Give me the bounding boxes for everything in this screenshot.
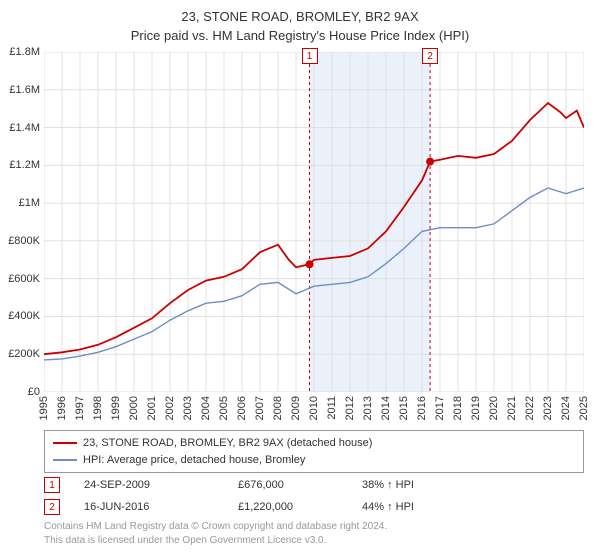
callout-marker: 2 xyxy=(44,499,60,515)
attribution-footer: Contains HM Land Registry data © Crown c… xyxy=(44,520,387,548)
chart-marker: 2 xyxy=(422,48,438,64)
callout-pct: 44% ↑ HPI xyxy=(362,501,462,513)
x-tick-label: 2007 xyxy=(254,396,266,420)
x-tick-label: 2022 xyxy=(524,396,536,420)
callout-price: £676,000 xyxy=(238,479,338,491)
y-tick-label: £1.8M xyxy=(9,46,40,58)
x-tick-label: 1995 xyxy=(38,396,50,420)
callout-marker: 1 xyxy=(44,477,60,493)
x-tick-label: 2008 xyxy=(272,396,284,420)
y-tick-label: £1.6M xyxy=(9,84,40,96)
y-tick-label: £200K xyxy=(8,348,40,360)
x-tick-label: 2002 xyxy=(164,396,176,420)
x-tick-label: 2003 xyxy=(182,396,194,420)
callout-table: 1 24-SEP-2009 £676,000 38% ↑ HPI 2 16-JUN-201… xyxy=(30,474,584,518)
footer-line-1: Contains HM Land Registry data © Crown c… xyxy=(44,520,387,534)
callout-date: 24-SEP-2009 xyxy=(84,479,214,491)
x-tick-label: 2020 xyxy=(488,396,500,420)
x-tick-label: 1998 xyxy=(92,396,104,420)
chart-title: 23, STONE ROAD, BROMLEY, BR2 9AX xyxy=(0,0,600,26)
chart-svg xyxy=(44,52,584,392)
x-tick-label: 2019 xyxy=(470,396,482,420)
chart-marker: 1 xyxy=(302,48,318,64)
x-tick-label: 2004 xyxy=(200,396,212,420)
x-tick-label: 2013 xyxy=(362,396,374,420)
x-tick-label: 1999 xyxy=(110,396,122,420)
x-tick-label: 2021 xyxy=(506,396,518,420)
x-tick-label: 2000 xyxy=(128,396,140,420)
x-tick-label: 2009 xyxy=(290,396,302,420)
y-tick-label: £600K xyxy=(8,273,40,285)
footer-line-2: This data is licensed under the Open Gov… xyxy=(44,534,387,548)
x-tick-label: 1996 xyxy=(56,396,68,420)
x-tick-label: 2015 xyxy=(398,396,410,420)
callout-date: 16-JUN-2016 xyxy=(84,501,214,513)
y-tick-label: £1.2M xyxy=(9,159,40,171)
legend-swatch xyxy=(53,442,77,444)
chart-subtitle: Price paid vs. HM Land Registry's House … xyxy=(0,26,600,43)
x-tick-label: 2018 xyxy=(452,396,464,420)
legend-item: 23, STONE ROAD, BROMLEY, BR2 9AX (detach… xyxy=(53,435,575,452)
x-tick-label: 2024 xyxy=(560,396,572,420)
x-tick-label: 2012 xyxy=(344,396,356,420)
legend: 23, STONE ROAD, BROMLEY, BR2 9AX (detach… xyxy=(44,430,584,473)
x-tick-label: 2016 xyxy=(416,396,428,420)
price-chart-container: 23, STONE ROAD, BROMLEY, BR2 9AX Price p… xyxy=(0,0,600,560)
x-tick-label: 2023 xyxy=(542,396,554,420)
x-tick-label: 2017 xyxy=(434,396,446,420)
x-tick-label: 2006 xyxy=(236,396,248,420)
x-tick-label: 2005 xyxy=(218,396,230,420)
x-tick-label: 2014 xyxy=(380,396,392,420)
callout-pct: 38% ↑ HPI xyxy=(362,479,462,491)
legend-label: HPI: Average price, detached house, Brom… xyxy=(83,452,305,469)
x-tick-label: 2010 xyxy=(308,396,320,420)
x-tick-label: 2025 xyxy=(578,396,590,420)
chart-area: £0£200K£400K£600K£800K£1M£1.2M£1.4M£1.6M… xyxy=(44,52,584,392)
y-tick-label: £800K xyxy=(8,235,40,247)
y-tick-label: £1.4M xyxy=(9,122,40,134)
legend-label: 23, STONE ROAD, BROMLEY, BR2 9AX (detach… xyxy=(83,435,372,452)
callout-row: 2 16-JUN-2016 £1,220,000 44% ↑ HPI xyxy=(30,496,584,518)
y-tick-label: £400K xyxy=(8,310,40,322)
x-tick-label: 1997 xyxy=(74,396,86,420)
x-tick-label: 2011 xyxy=(326,396,338,420)
y-tick-label: £1M xyxy=(19,197,40,209)
legend-item: HPI: Average price, detached house, Brom… xyxy=(53,452,575,469)
x-tick-label: 2001 xyxy=(146,396,158,420)
callout-price: £1,220,000 xyxy=(238,501,338,513)
legend-swatch xyxy=(53,459,77,461)
callout-row: 1 24-SEP-2009 £676,000 38% ↑ HPI xyxy=(30,474,584,496)
